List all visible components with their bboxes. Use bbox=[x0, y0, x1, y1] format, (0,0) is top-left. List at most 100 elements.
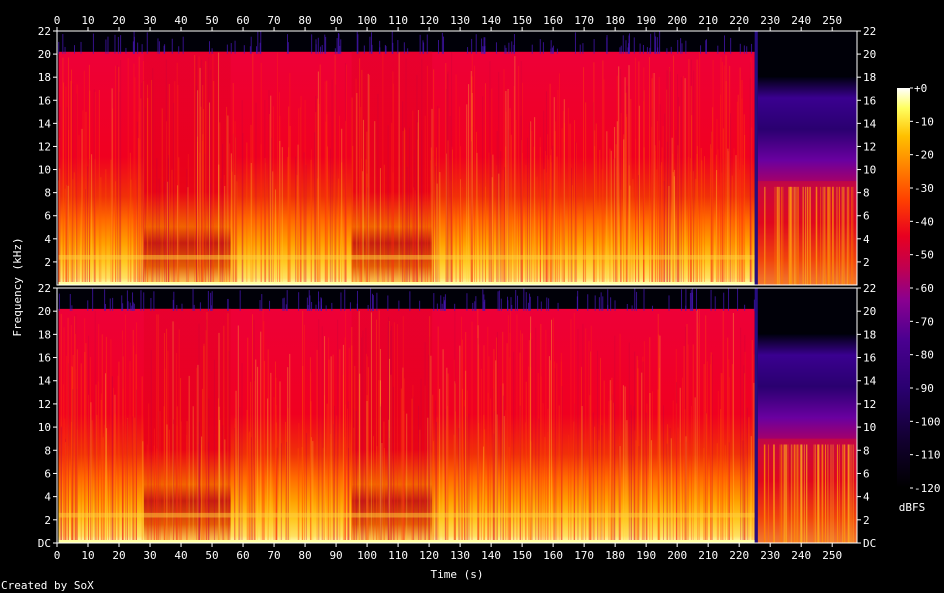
y-tick-label: 6 bbox=[863, 467, 870, 480]
y-tick-label: 4 bbox=[44, 233, 51, 246]
y-tick-label: 16 bbox=[38, 94, 51, 107]
x-tick-label: 170 bbox=[574, 549, 594, 562]
transition-line bbox=[754, 31, 758, 285]
x-tick-label: 160 bbox=[543, 549, 563, 562]
x-tick-label: 30 bbox=[143, 549, 156, 562]
quiet-segment-0 bbox=[143, 51, 231, 286]
y-tick-label: 16 bbox=[863, 352, 876, 365]
y-tick-label: 8 bbox=[44, 187, 51, 200]
y-tick-label: 6 bbox=[44, 210, 51, 223]
low-band bbox=[58, 512, 755, 518]
y-tick-label: 14 bbox=[38, 375, 52, 388]
x-axis-label: Time (s) bbox=[431, 568, 484, 581]
y-tick-label: 12 bbox=[863, 398, 876, 411]
colorbar-tick-label: -120 bbox=[914, 482, 941, 495]
x-tick-label: 0 bbox=[54, 549, 61, 562]
colorbar-tick-label: -100 bbox=[914, 415, 941, 428]
y-tick-label: 22 bbox=[38, 25, 51, 38]
x-tick-label: 160 bbox=[543, 14, 563, 27]
x-tick-label: 240 bbox=[791, 549, 811, 562]
quiet-segment-1 bbox=[351, 308, 433, 543]
y-tick-label: 10 bbox=[38, 164, 51, 177]
x-tick-label: 130 bbox=[450, 14, 470, 27]
x-tick-label: 10 bbox=[81, 549, 94, 562]
x-tick-label: 100 bbox=[357, 14, 377, 27]
colorbar-tick-label: -110 bbox=[914, 449, 941, 462]
x-tick-label: 200 bbox=[667, 549, 687, 562]
plot-frame bbox=[56, 30, 858, 286]
colorbar-tick-label: -20 bbox=[914, 149, 934, 162]
y-tick-label: 14 bbox=[38, 117, 52, 130]
x-tick-label: 10 bbox=[81, 14, 94, 27]
y-tick-label: 2 bbox=[863, 514, 870, 527]
y-tick-label: 6 bbox=[44, 467, 51, 480]
y-tick-label: 2 bbox=[44, 514, 51, 527]
x-tick-label: 150 bbox=[512, 14, 532, 27]
x-tick-label: 140 bbox=[481, 549, 501, 562]
y-tick-label: 12 bbox=[863, 140, 876, 153]
x-tick-label: 30 bbox=[143, 14, 156, 27]
colorbar-tick-label: +0 bbox=[914, 82, 927, 95]
x-tick-label: 70 bbox=[267, 14, 280, 27]
colorbar-tick-label: -30 bbox=[914, 182, 934, 195]
x-tick-label: 220 bbox=[729, 14, 749, 27]
y-tick-label: 22 bbox=[863, 25, 876, 38]
y-tick-label: 2 bbox=[44, 256, 51, 269]
x-tick-label: 190 bbox=[636, 549, 656, 562]
x-tick-label: 40 bbox=[174, 14, 187, 27]
y-tick-label: 14 bbox=[863, 375, 877, 388]
x-tick-label: 40 bbox=[174, 549, 187, 562]
colorbar-tick-label: -80 bbox=[914, 349, 934, 362]
y-tick-label: 16 bbox=[38, 352, 51, 365]
x-tick-label: 230 bbox=[760, 549, 780, 562]
y-tick-label: 20 bbox=[863, 305, 876, 318]
y-tick-label: 4 bbox=[863, 233, 870, 246]
y-tick-label: 20 bbox=[38, 48, 51, 61]
x-tick-label: 250 bbox=[822, 549, 842, 562]
quiet-segment-0 bbox=[143, 308, 231, 543]
y-tick-label: 8 bbox=[863, 187, 870, 200]
x-tick-label: 110 bbox=[388, 549, 408, 562]
colorbar-tick-label: -90 bbox=[914, 382, 934, 395]
x-tick-label: 230 bbox=[760, 14, 780, 27]
y-tick-label: 22 bbox=[38, 282, 51, 295]
x-tick-label: 120 bbox=[419, 14, 439, 27]
colorbar-label: dBFS bbox=[899, 501, 926, 514]
y-tick-label: 10 bbox=[863, 421, 876, 434]
channel-2-spectrogram bbox=[57, 288, 857, 543]
dc-band bbox=[58, 540, 755, 543]
y-tick-label: 22 bbox=[863, 282, 876, 295]
y-tick-label: 18 bbox=[38, 328, 51, 341]
y-axis-label: Frequency (kHz) bbox=[11, 237, 24, 336]
x-tick-label: 170 bbox=[574, 14, 594, 27]
y-tick-label: 20 bbox=[38, 305, 51, 318]
x-tick-label: 220 bbox=[729, 549, 749, 562]
x-tick-label: 190 bbox=[636, 14, 656, 27]
low-band bbox=[58, 254, 755, 260]
x-tick-label: 120 bbox=[419, 549, 439, 562]
x-tick-label: 60 bbox=[236, 14, 249, 27]
y-tick-label: DC bbox=[863, 537, 876, 550]
x-tick-label: 50 bbox=[205, 549, 218, 562]
colorbar-tick-label: -10 bbox=[914, 115, 934, 128]
y-tick-label: 18 bbox=[863, 328, 876, 341]
x-tick-label: 100 bbox=[357, 549, 377, 562]
y-tick-label: 16 bbox=[863, 94, 876, 107]
x-tick-label: 20 bbox=[112, 549, 125, 562]
x-tick-label: 210 bbox=[698, 14, 718, 27]
transition-line bbox=[754, 288, 758, 543]
x-tick-label: 60 bbox=[236, 549, 249, 562]
x-tick-label: 20 bbox=[112, 14, 125, 27]
y-tick-label: 20 bbox=[863, 48, 876, 61]
plot-frame bbox=[56, 287, 858, 544]
x-tick-label: 80 bbox=[298, 549, 311, 562]
x-tick-label: 80 bbox=[298, 14, 311, 27]
y-tick-label: 18 bbox=[38, 71, 51, 84]
x-tick-label: 150 bbox=[512, 549, 532, 562]
x-tick-label: 110 bbox=[388, 14, 408, 27]
quiet-segment-1 bbox=[351, 51, 433, 286]
x-tick-label: 180 bbox=[605, 14, 625, 27]
channel-1-spectrogram bbox=[57, 31, 857, 286]
y-tick-label: 2 bbox=[863, 256, 870, 269]
